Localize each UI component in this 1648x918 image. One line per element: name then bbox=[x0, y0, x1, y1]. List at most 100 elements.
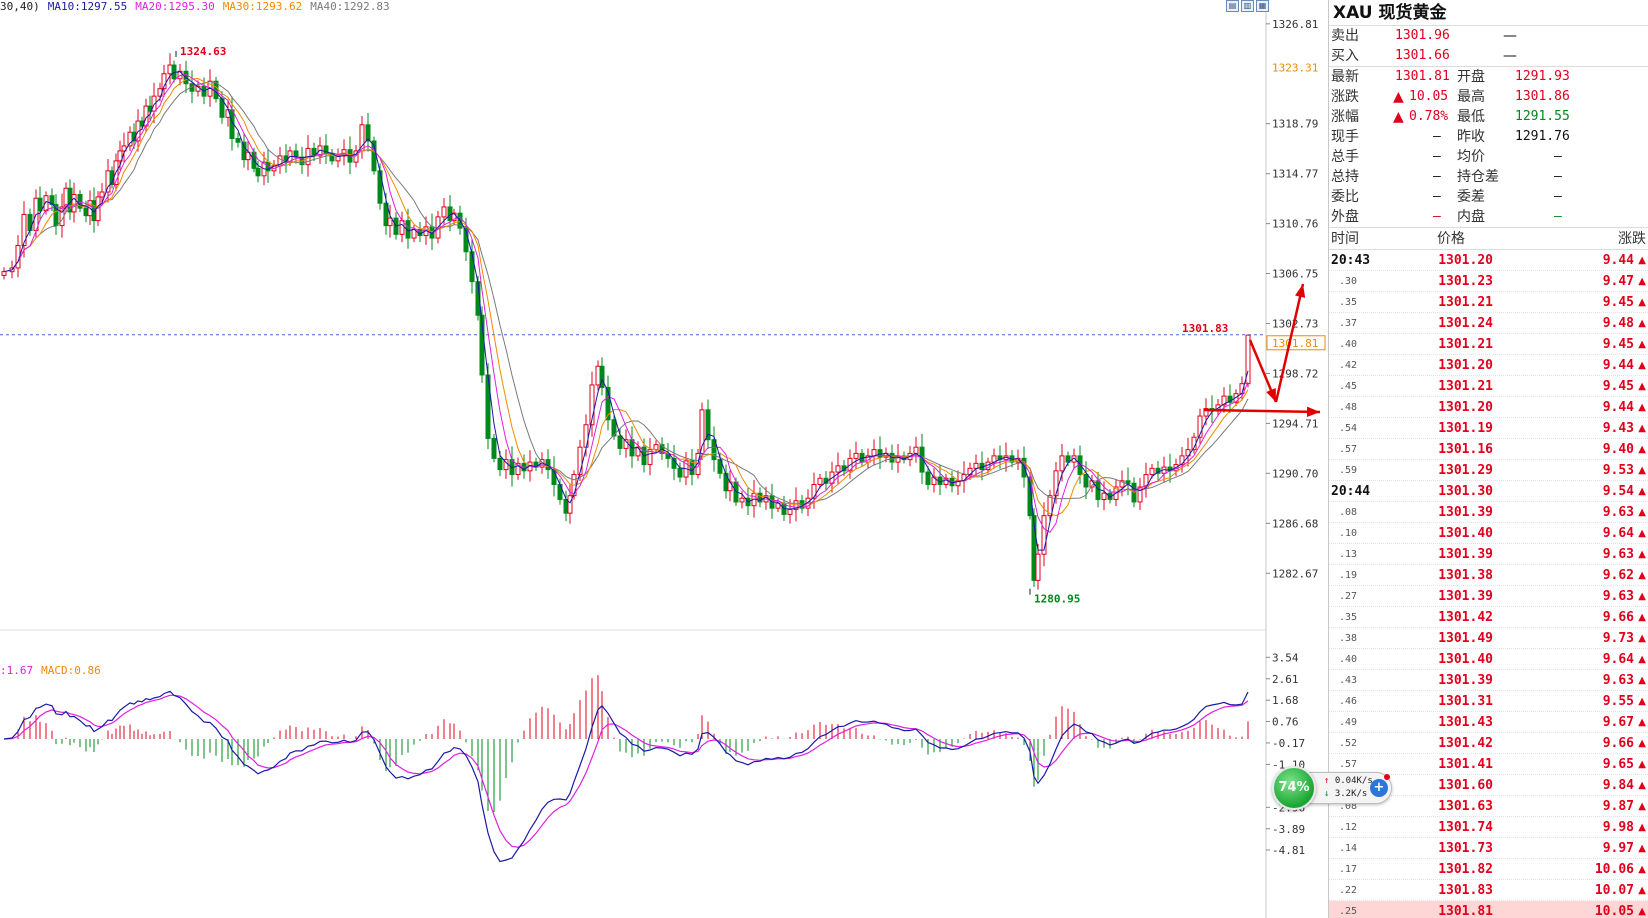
candle-body bbox=[817, 477, 823, 486]
tick-price: 1301.39 bbox=[1438, 505, 1493, 520]
candle-body bbox=[121, 145, 127, 152]
tick-row: .25 1301.81 10.05 ▲ bbox=[1329, 901, 1648, 918]
quote-row: 现手 — 昨收 1291.76 bbox=[1329, 127, 1648, 147]
candle-body bbox=[925, 471, 931, 486]
candle-body bbox=[77, 193, 83, 209]
chart-area[interactable]: 1326.81 1318.79 1314.77 1310.76 1306.75 1302.… bbox=[0, 0, 1328, 918]
tick-price: 1301.38 bbox=[1438, 568, 1493, 583]
price-tick-label: 1310.76 bbox=[1272, 218, 1318, 231]
quote-value: — bbox=[1554, 209, 1562, 224]
price-chart[interactable]: 1326.81 1318.79 1314.77 1310.76 1306.75 1302.… bbox=[0, 0, 1328, 918]
tick-price: 1301.19 bbox=[1438, 421, 1493, 436]
quote-value: 1291.55 bbox=[1515, 109, 1570, 124]
tick-row: 20:43 1301.20 9.44 ▲ bbox=[1329, 250, 1648, 271]
ma40-line bbox=[3, 81, 1249, 505]
tick-price: 1301.23 bbox=[1438, 274, 1493, 289]
price-tick-label: 1286.68 bbox=[1272, 517, 1318, 530]
price-tick-label: 1294.71 bbox=[1272, 417, 1318, 430]
toolbar-button-1[interactable]: ▤ bbox=[1226, 0, 1239, 12]
quote-label: 开盘 bbox=[1457, 69, 1485, 85]
candle-body bbox=[699, 409, 705, 454]
up-arrow-icon: ▲ bbox=[1638, 381, 1646, 392]
add-icon[interactable]: + bbox=[1370, 779, 1388, 797]
tick-price: 1301.74 bbox=[1438, 820, 1493, 835]
tick-row: .27 1301.39 9.63 ▲ bbox=[1329, 586, 1648, 607]
up-arrow-icon: ▲ bbox=[1638, 339, 1646, 350]
candle-body bbox=[877, 449, 883, 458]
candle-body bbox=[723, 472, 729, 492]
tick-row: .49 1301.43 9.67 ▲ bbox=[1329, 712, 1648, 733]
macd-tick-label: 0.76 bbox=[1272, 715, 1299, 728]
macd-tick-label: 3.54 bbox=[1272, 651, 1299, 664]
candle-body bbox=[611, 419, 617, 437]
candle-body bbox=[161, 73, 167, 90]
tick-row: .52 1301.42 9.66 ▲ bbox=[1329, 733, 1648, 754]
candle-body bbox=[1041, 515, 1047, 555]
network-percent[interactable]: 74% bbox=[1272, 766, 1316, 810]
quote-value: 1291.76 bbox=[1515, 129, 1570, 144]
candle-body bbox=[387, 217, 393, 227]
tick-price: 1301.43 bbox=[1438, 715, 1493, 730]
red-arrow-up bbox=[1274, 283, 1305, 403]
network-speed-widget[interactable]: 74% ↑ 0.04K/s ↓ 3.2K/s + bbox=[1272, 766, 1392, 810]
candle-body bbox=[577, 446, 583, 476]
candle-body bbox=[441, 206, 447, 218]
tick-change: 9.73 bbox=[1602, 631, 1634, 646]
tick-row: .30 1301.23 9.47 ▲ bbox=[1329, 271, 1648, 292]
price-tick-label: 1282.67 bbox=[1272, 567, 1318, 580]
tick-change: 9.45 bbox=[1602, 337, 1634, 352]
tick-row: .40 1301.21 9.45 ▲ bbox=[1329, 334, 1648, 355]
quote-row: 最新 1301.81 开盘 1291.93 bbox=[1329, 67, 1648, 87]
macd-tick-label: -3.89 bbox=[1272, 823, 1305, 836]
legend-item: 30,40) bbox=[0, 0, 40, 13]
low-label: 1280.95 bbox=[1034, 593, 1080, 606]
tick-list[interactable]: 20:43 1301.20 9.44 ▲ .30 1301.23 9.47 ▲ … bbox=[1329, 250, 1648, 918]
tick-time: .49 bbox=[1339, 717, 1358, 728]
tick-row: .19 1301.38 9.62 ▲ bbox=[1329, 565, 1648, 586]
candle-body bbox=[589, 384, 595, 426]
red-arrow-right-head bbox=[1306, 406, 1320, 417]
tick-price: 1301.24 bbox=[1438, 316, 1493, 331]
candle-body bbox=[71, 193, 77, 213]
tick-price: 1301.81 bbox=[1438, 904, 1493, 918]
tick-time: 20:44 bbox=[1331, 484, 1371, 499]
price-tick-label: 1306.75 bbox=[1272, 268, 1318, 281]
candle-body bbox=[1179, 455, 1185, 466]
tick-time: .43 bbox=[1339, 675, 1358, 686]
toolbar-button-2[interactable]: ▥ bbox=[1241, 0, 1254, 12]
candle-body bbox=[711, 439, 717, 461]
red-arrow-up-head bbox=[1295, 284, 1306, 298]
tick-change: 9.64 bbox=[1602, 652, 1634, 667]
tick-row: .54 1301.19 9.43 ▲ bbox=[1329, 418, 1648, 439]
candle-body bbox=[811, 484, 817, 499]
tick-change: 9.66 bbox=[1602, 736, 1634, 751]
tick-time: .25 bbox=[1339, 906, 1358, 917]
tick-change: 9.63 bbox=[1602, 547, 1634, 562]
ma10-line bbox=[3, 71, 1249, 551]
candle-body bbox=[787, 508, 793, 515]
price-tick-label: 1290.70 bbox=[1272, 467, 1318, 480]
candle-body bbox=[1245, 334, 1251, 385]
up-arrow-icon: ▲ bbox=[1638, 822, 1646, 833]
up-arrow-icon: ▲ bbox=[1393, 89, 1404, 105]
up-arrow-icon: ▲ bbox=[1638, 738, 1646, 749]
price-tick-label: 1314.77 bbox=[1272, 168, 1318, 181]
tick-row: .12 1301.74 9.98 ▲ bbox=[1329, 817, 1648, 838]
candle-body bbox=[497, 457, 503, 471]
up-arrow-icon: ▲ bbox=[1638, 654, 1646, 665]
tick-change: 10.05 bbox=[1594, 904, 1634, 918]
sell-label: 卖出 bbox=[1331, 28, 1359, 44]
quote-value: — bbox=[1433, 149, 1441, 164]
up-arrow-icon: ▲ bbox=[1638, 906, 1646, 917]
price-tick-label: 1326.81 bbox=[1272, 18, 1318, 31]
tick-time: .57 bbox=[1339, 759, 1358, 770]
tick-time: .40 bbox=[1339, 654, 1358, 665]
candle-body bbox=[99, 191, 105, 198]
candle-body bbox=[1059, 455, 1065, 472]
candle-body bbox=[447, 206, 453, 222]
candle-body bbox=[255, 167, 261, 177]
toolbar-button-3[interactable]: ▦ bbox=[1256, 0, 1269, 12]
tick-price: 1301.16 bbox=[1438, 442, 1493, 457]
tick-price: 1301.82 bbox=[1438, 862, 1493, 877]
up-arrow-icon: ▲ bbox=[1638, 255, 1646, 266]
